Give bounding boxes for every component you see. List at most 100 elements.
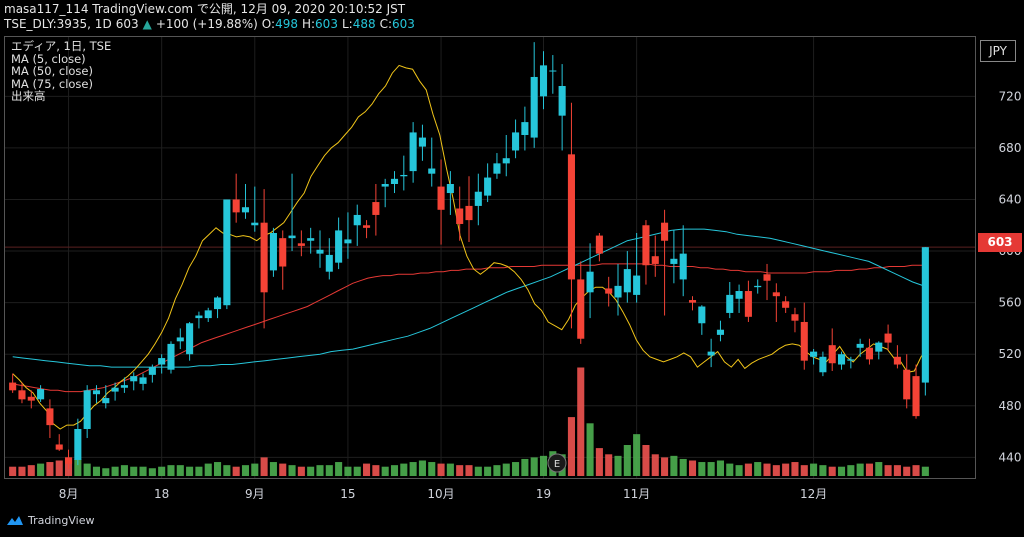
y-tick-label: 560 xyxy=(999,296,1022,310)
candle-body xyxy=(763,274,771,281)
candle-body xyxy=(633,275,641,295)
x-tick-label: 8月 xyxy=(59,487,79,501)
volume-bar xyxy=(651,454,659,476)
candle-body xyxy=(921,247,929,383)
candle-body xyxy=(567,154,575,280)
volume-bar xyxy=(642,445,650,476)
x-tick-label: 12月 xyxy=(800,487,827,501)
volume-bar xyxy=(595,448,603,476)
candle-body xyxy=(92,390,101,395)
volume-bar xyxy=(325,465,333,476)
candle-body xyxy=(484,177,492,196)
candle-body xyxy=(18,390,26,400)
candle-body xyxy=(512,132,520,151)
candle-body xyxy=(539,65,548,97)
volume-bar xyxy=(158,466,166,476)
volume-bar xyxy=(847,465,855,476)
volume-bar xyxy=(269,462,277,476)
footer-brand[interactable]: TradingView xyxy=(6,514,94,527)
candle-body xyxy=(456,208,464,224)
legend-volume[interactable]: 出来高 xyxy=(11,89,46,103)
volume-bar xyxy=(605,454,613,476)
volume-bar xyxy=(856,463,864,476)
candle-body xyxy=(232,199,240,213)
candle-body xyxy=(37,389,45,400)
candle-body xyxy=(46,408,54,426)
volume-bar xyxy=(27,465,35,476)
volume-bar xyxy=(195,466,203,476)
candle-body xyxy=(288,235,296,239)
legend-ma50[interactable]: MA (50, close) xyxy=(11,64,93,78)
volume-bar xyxy=(875,462,883,476)
volume-bar xyxy=(409,462,417,476)
volume-bar xyxy=(92,466,101,476)
candle-body xyxy=(828,345,836,364)
currency-button[interactable]: JPY xyxy=(980,40,1016,62)
high-value: 603 xyxy=(315,17,338,31)
candle-body xyxy=(223,199,231,306)
volume-bar xyxy=(297,466,305,476)
volume-bar xyxy=(446,463,454,476)
publish-info: masa117_114 TradingView.com で公開, 12月 09,… xyxy=(4,2,406,16)
candle-body xyxy=(884,333,892,343)
candle-body xyxy=(409,132,417,172)
candlesticks xyxy=(9,42,929,469)
candle-body xyxy=(735,291,743,299)
candle-body xyxy=(744,291,752,317)
volume-bar xyxy=(493,465,501,476)
candle-body xyxy=(335,230,343,263)
y-tick-label: 520 xyxy=(999,347,1022,361)
legend-ma75[interactable]: MA (75, close) xyxy=(11,76,93,91)
open-value: 498 xyxy=(275,17,298,31)
y-tick-label: 640 xyxy=(999,192,1022,206)
volume-bar xyxy=(186,466,194,476)
tradingview-logo-icon xyxy=(7,515,23,525)
earnings-marker[interactable]: E xyxy=(547,453,567,473)
volume-bar xyxy=(251,463,259,476)
volume-bar xyxy=(465,465,473,476)
ticker: TSE_DLY:3935, 1D xyxy=(4,17,112,31)
volume-bar xyxy=(903,466,911,476)
candle-body xyxy=(325,254,333,272)
candle-body xyxy=(372,202,380,215)
candle-body xyxy=(381,184,389,187)
candle-body xyxy=(679,253,687,280)
open-label: O: xyxy=(261,17,276,31)
x-tick-label: 10月 xyxy=(427,487,454,501)
volume-bar xyxy=(819,465,827,476)
volume-bar xyxy=(484,466,492,476)
chart-header: masa117_114 TradingView.com で公開, 12月 09,… xyxy=(4,2,415,32)
ma5-line xyxy=(12,64,929,430)
volume-bar xyxy=(102,468,110,476)
volume-bar xyxy=(260,457,268,476)
volume-bar xyxy=(512,462,520,476)
volume-bar xyxy=(614,455,622,476)
volume-bar xyxy=(372,465,380,476)
legend-symbol[interactable]: エディア, 1日, TSE xyxy=(11,39,112,53)
candle-body xyxy=(688,300,697,303)
price-axis[interactable]: 440480520560600640680720 xyxy=(999,89,1022,464)
volume-bar xyxy=(865,463,874,476)
high-label: H: xyxy=(301,17,316,31)
volume-bar xyxy=(810,463,818,476)
volume-bar xyxy=(735,465,743,476)
candle-body xyxy=(428,168,436,174)
volume-bar xyxy=(223,465,231,476)
candle-body xyxy=(186,323,194,355)
volume-bar xyxy=(530,457,538,476)
volume-bar xyxy=(456,465,464,476)
volume-bar xyxy=(633,434,641,476)
candle-body xyxy=(865,347,874,360)
candle-body xyxy=(810,351,818,357)
candle-body xyxy=(251,222,259,226)
volume-bar xyxy=(176,465,184,476)
volume-bar xyxy=(716,460,724,476)
time-axis[interactable]: 8月 18 9月 15 10月 19 11月 12月 xyxy=(59,487,828,501)
current-price-label: 603 xyxy=(978,233,1022,252)
volume-bar xyxy=(698,462,706,476)
candle-body xyxy=(800,321,808,361)
legend-ma5[interactable]: MA (5, close) xyxy=(11,51,86,66)
candle-body xyxy=(400,174,408,177)
volume-bar xyxy=(381,466,389,476)
